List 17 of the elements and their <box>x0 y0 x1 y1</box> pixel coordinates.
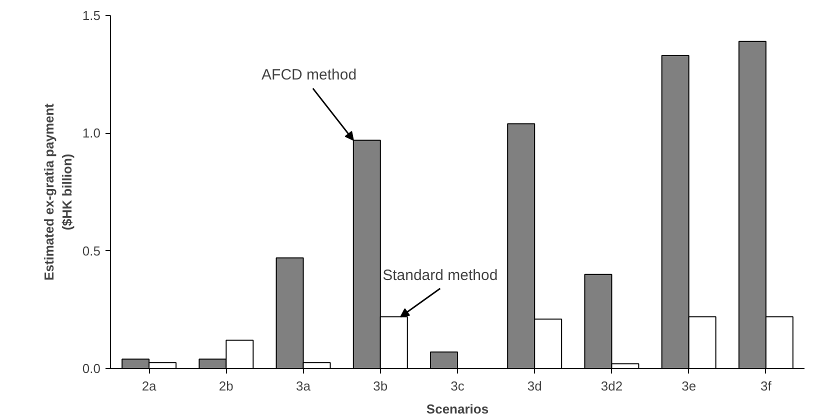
x-axis-title: Scenarios <box>426 402 489 416</box>
x-tick-label: 2b <box>218 378 234 394</box>
text: Standard method <box>382 266 498 284</box>
x-tick-label: 3d2 <box>600 378 623 394</box>
y-tick-label: 0.0 <box>82 361 101 376</box>
x-tick-label: 3f <box>760 378 772 394</box>
x-tick-label: 3c <box>450 378 465 394</box>
y-tick-label: 1.5 <box>82 8 101 23</box>
x-tick-label: 3d <box>527 378 542 394</box>
x-tick-label: 3e <box>682 378 696 394</box>
x-tick-label: 3b <box>373 378 388 394</box>
text: AFCD method <box>262 66 357 84</box>
y-axis-title: Estimated ex-gratia payment ($HK billion) <box>41 102 74 280</box>
y-tick-label: 0.5 <box>82 243 101 258</box>
x-tick-label: 2a <box>142 378 158 394</box>
x-tick-label: 3a <box>296 378 312 394</box>
y-tick-label: 1.0 <box>82 126 101 141</box>
